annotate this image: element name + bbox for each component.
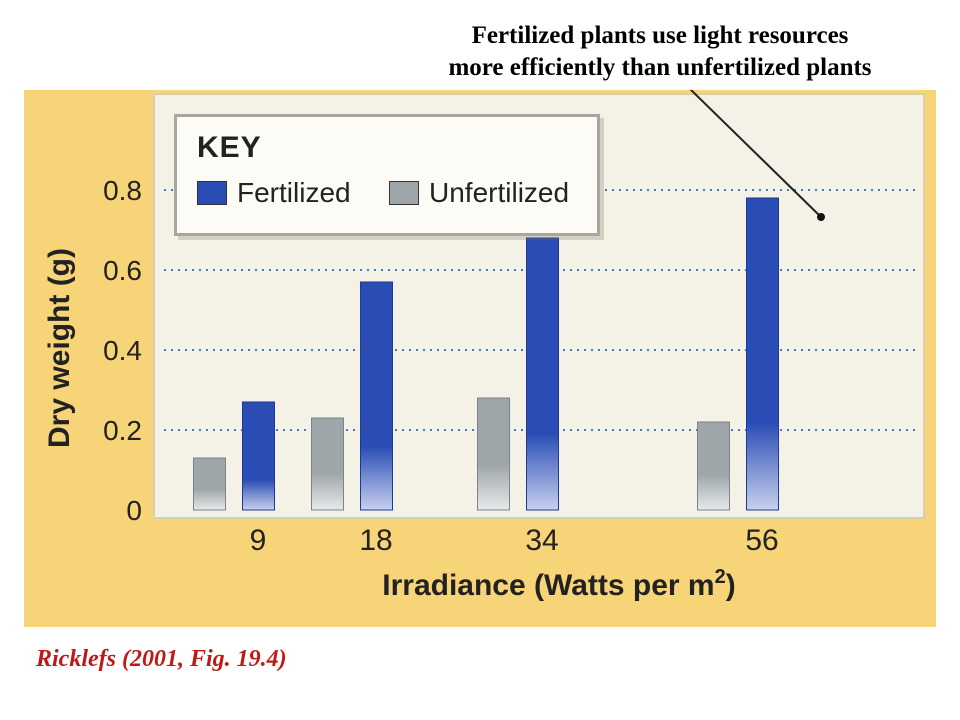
y-tick-label: 0 [126,495,142,526]
bar-fertilized-34 [526,237,559,511]
legend-title: KEY [197,131,262,164]
annotation-line-1: Fertilized plants use light resources [471,22,849,49]
x-tick-label: 34 [525,524,558,557]
x-ticks: 9 18 34 56 [250,524,779,557]
legend-label-unfertilized: Unfertilized [429,177,570,208]
y-tick-label: 0.8 [103,175,142,206]
legend-item-unfertilized: Unfertilized [389,177,569,209]
legend-swatch-unfertilized [389,181,419,205]
y-tick-label: 0.4 [103,335,142,366]
annotation-pointer-dot [817,213,825,221]
x-axis-label: Irradiance (Watts per m2) [382,566,735,602]
bar-fertilized-56 [746,197,779,511]
chart-legend: KEY Fertilized Unfertilized [174,114,600,236]
bar-unfertilized-34 [477,397,510,511]
y-axis-label: Dry weight (g) [43,248,76,448]
bar-unfertilized-56 [697,421,730,511]
annotation-line-2: more efficiently than unfertilized plant… [448,54,872,81]
legend-item-fertilized: Fertilized [197,177,351,209]
legend-label-fertilized: Fertilized [237,177,351,208]
y-ticks: 0 0.2 0.4 0.6 0.8 [103,175,142,526]
x-tick-label: 18 [359,524,392,557]
chart-figure: 0 0.2 0.4 0.6 0.8 9 18 34 56 Dry weight (g) Irr… [24,90,936,627]
bars-group [193,197,779,511]
annotation-text: Fertilized plants use light resources mo… [360,20,960,84]
figure-caption: Ricklefs (2001, Fig. 19.4) [36,646,287,672]
legend-swatch-fertilized [197,181,227,205]
bar-fertilized-9 [242,401,275,511]
bar-unfertilized-9 [193,457,226,511]
bar-fertilized-18 [360,281,393,511]
x-tick-label: 56 [745,524,778,557]
bar-unfertilized-18 [311,417,344,511]
annotation-pointer [689,90,822,218]
x-tick-label: 9 [250,524,267,557]
y-tick-label: 0.6 [103,255,142,286]
y-tick-label: 0.2 [103,415,142,446]
